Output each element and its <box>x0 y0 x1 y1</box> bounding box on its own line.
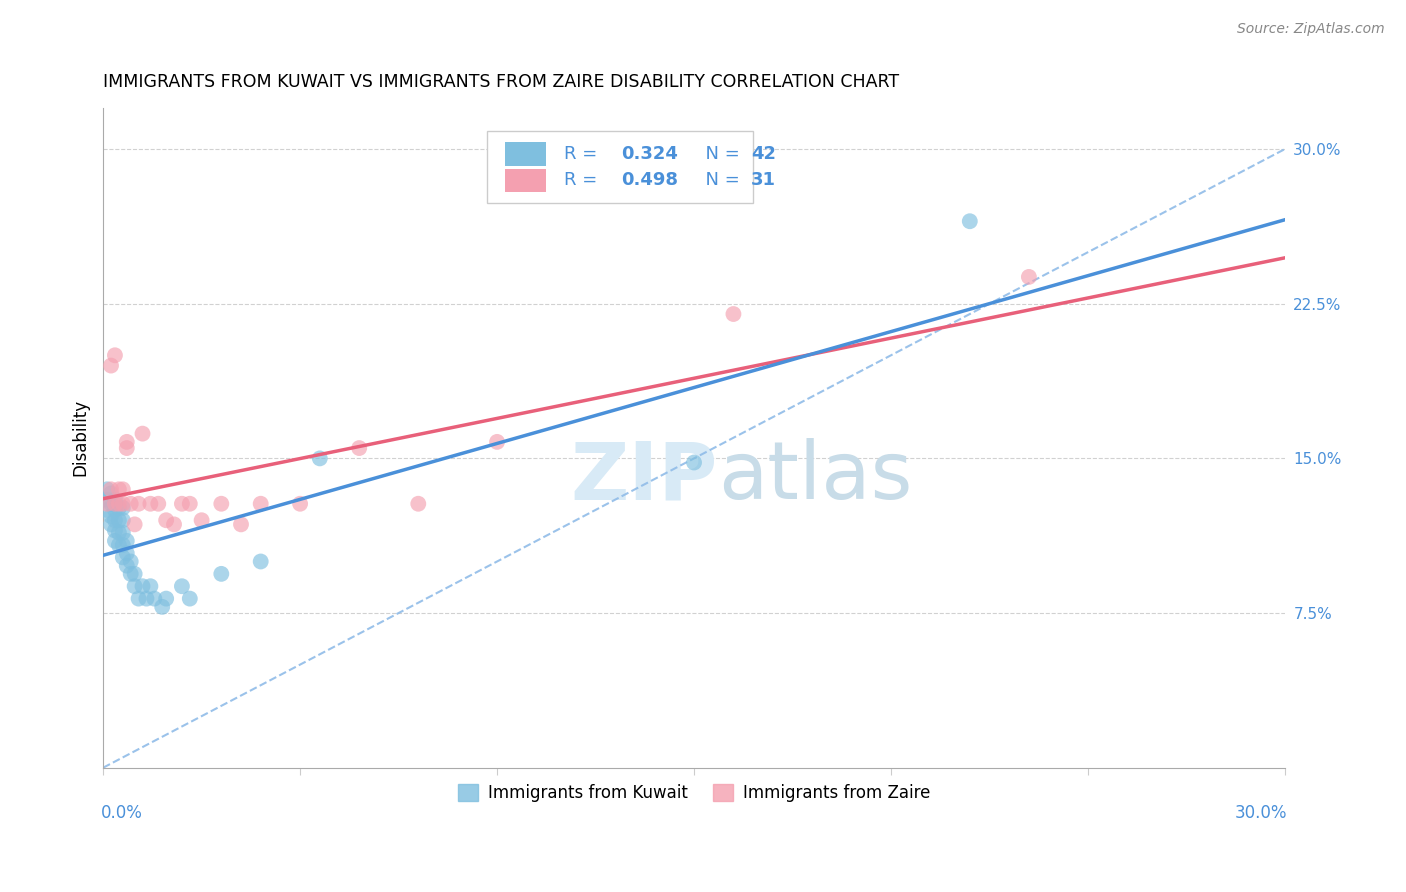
Text: 42: 42 <box>751 145 776 163</box>
Point <box>104 513 127 527</box>
Text: 0.498: 0.498 <box>621 171 678 189</box>
Point <box>347 441 370 455</box>
Point <box>115 533 138 548</box>
Point <box>959 214 981 228</box>
FancyBboxPatch shape <box>505 143 547 166</box>
Point <box>108 513 131 527</box>
Point <box>124 579 146 593</box>
Point <box>683 456 706 470</box>
Point <box>128 591 150 606</box>
Point <box>104 497 127 511</box>
Point <box>209 566 232 581</box>
Point <box>249 497 271 511</box>
Text: ZIP: ZIP <box>571 438 717 516</box>
Point <box>111 538 134 552</box>
Point <box>148 497 170 511</box>
Text: 31: 31 <box>751 171 776 189</box>
Text: N =: N = <box>695 171 745 189</box>
Point <box>163 517 186 532</box>
Point <box>209 497 232 511</box>
Point <box>120 566 142 581</box>
Point <box>190 513 212 527</box>
Point <box>100 509 122 524</box>
Point <box>115 558 138 573</box>
Y-axis label: Disability: Disability <box>72 400 89 476</box>
Point <box>115 546 138 560</box>
Point <box>100 483 122 497</box>
Point <box>170 497 193 511</box>
Point <box>104 533 127 548</box>
Point <box>108 483 131 497</box>
FancyBboxPatch shape <box>488 131 754 203</box>
Point <box>96 497 118 511</box>
Point <box>135 591 157 606</box>
Point <box>96 483 118 497</box>
Point <box>100 359 122 373</box>
Point <box>406 497 429 511</box>
Point <box>104 348 127 362</box>
Text: R =: R = <box>564 145 603 163</box>
Point <box>96 503 118 517</box>
Text: atlas: atlas <box>717 438 912 516</box>
Point <box>179 591 201 606</box>
Point <box>108 525 131 540</box>
Point <box>96 492 118 507</box>
Point <box>249 554 271 568</box>
Point <box>120 554 142 568</box>
Point <box>111 513 134 527</box>
Legend: Immigrants from Kuwait, Immigrants from Zaire: Immigrants from Kuwait, Immigrants from … <box>451 777 936 809</box>
Point <box>100 517 122 532</box>
Point <box>131 426 153 441</box>
Point <box>111 550 134 565</box>
Point <box>104 492 127 507</box>
Point <box>308 451 330 466</box>
Point <box>124 517 146 532</box>
Point <box>131 579 153 593</box>
Point <box>115 441 138 455</box>
Point <box>139 579 162 593</box>
Point <box>108 500 131 515</box>
Point <box>108 538 131 552</box>
Text: Source: ZipAtlas.com: Source: ZipAtlas.com <box>1237 22 1385 37</box>
Point <box>128 497 150 511</box>
Point <box>104 503 127 517</box>
Point <box>100 486 122 500</box>
Point <box>150 599 173 614</box>
Point <box>111 483 134 497</box>
Point <box>155 591 177 606</box>
Point <box>124 566 146 581</box>
Point <box>139 497 162 511</box>
Point <box>115 434 138 449</box>
Point <box>155 513 177 527</box>
Point <box>1018 269 1040 284</box>
Point <box>170 579 193 593</box>
Text: 30.0%: 30.0% <box>1234 804 1288 822</box>
Text: 0.324: 0.324 <box>621 145 678 163</box>
Text: 0.0%: 0.0% <box>101 804 142 822</box>
Point <box>120 497 142 511</box>
Point <box>108 497 131 511</box>
Point <box>486 434 509 449</box>
Point <box>111 497 134 511</box>
Text: IMMIGRANTS FROM KUWAIT VS IMMIGRANTS FROM ZAIRE DISABILITY CORRELATION CHART: IMMIGRANTS FROM KUWAIT VS IMMIGRANTS FRO… <box>103 73 900 91</box>
Point <box>104 524 127 538</box>
Point <box>143 591 166 606</box>
Point <box>100 497 122 511</box>
Text: N =: N = <box>695 145 745 163</box>
Point <box>229 517 252 532</box>
Point <box>723 307 745 321</box>
FancyBboxPatch shape <box>505 169 547 192</box>
Point <box>179 497 201 511</box>
Point <box>111 500 134 515</box>
Text: R =: R = <box>564 171 603 189</box>
Point <box>288 497 311 511</box>
Point <box>111 525 134 540</box>
